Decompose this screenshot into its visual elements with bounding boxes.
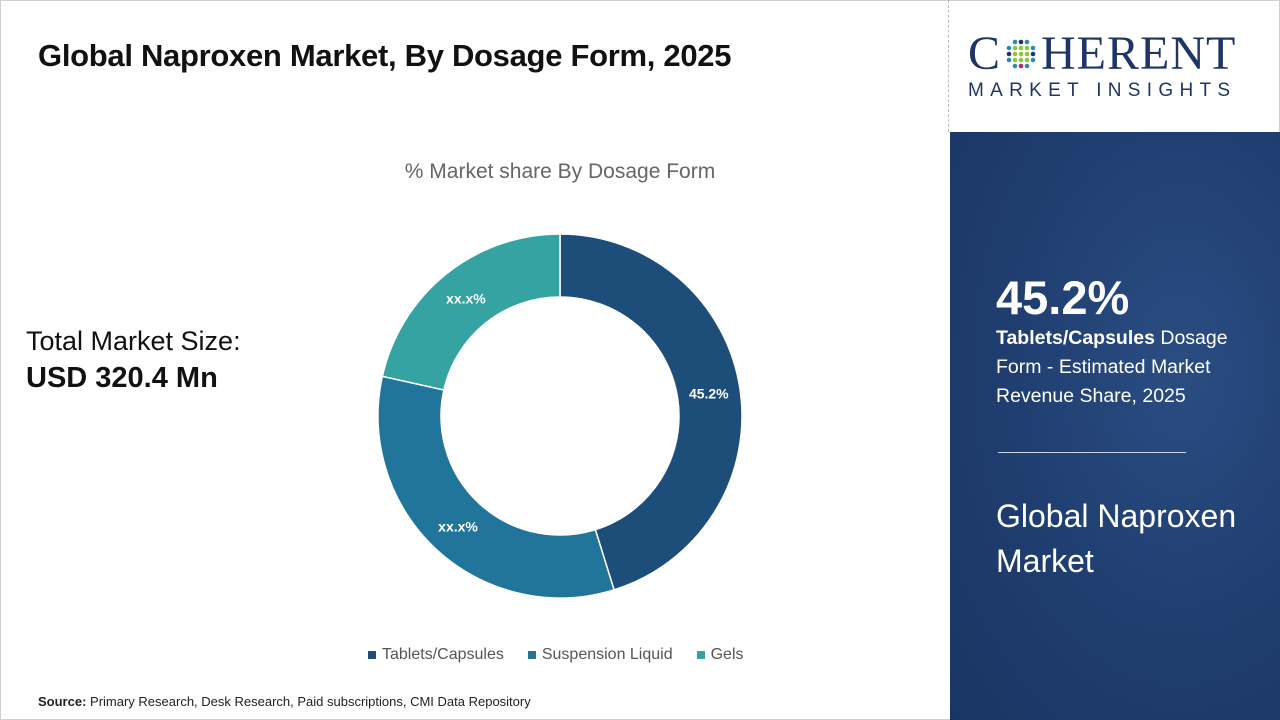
divider (948, 0, 949, 132)
legend-label: Tablets/Capsules (382, 646, 504, 663)
donut-slice-suspension-liquid (377, 375, 616, 599)
page-title: Global Naproxen Market, By Dosage Form, … (38, 38, 732, 73)
total-market-value: USD 320.4 Mn (26, 362, 218, 394)
donut-slice-tablets-capsules (559, 233, 743, 591)
total-market-label: Total Market Size: (26, 326, 241, 356)
data-label: xx.x% (438, 519, 478, 535)
legend-item-tablets: Tablets/Capsules (368, 646, 504, 664)
market-name: Global Naproxen Market (996, 498, 1237, 579)
legend-item-suspension: Suspension Liquid (527, 646, 673, 664)
logo-text: C (968, 27, 1002, 80)
kpi-value: 45.2% (996, 271, 1130, 324)
logo-text: HERENT (1041, 27, 1237, 80)
coherent-logo: C HERENT MARKET INSIGHTS (968, 30, 1268, 102)
data-label: 45.2% (689, 385, 729, 401)
logo-subtitle: MARKET INSIGHTS (968, 80, 1237, 101)
legend: Tablets/Capsules Suspension Liquid Gels (368, 646, 744, 664)
legend-swatch (696, 651, 705, 659)
legend-label: Suspension Liquid (541, 646, 673, 663)
legend-swatch (368, 651, 376, 659)
kpi-description: Tablets/Capsules Dosage Form - Estimated… (996, 324, 1256, 411)
data-label: xx.x% (446, 291, 486, 307)
panel-divider (998, 452, 1186, 453)
donut-chart: 45.2% xx.x% xx.x% (377, 233, 743, 599)
kpi-segment: Tablets/Capsules (996, 327, 1155, 349)
source-label: Source: (38, 694, 87, 709)
legend-swatch (527, 651, 536, 659)
legend-label: Gels (710, 646, 744, 663)
source-text: Primary Research, Desk Research, Paid su… (86, 694, 531, 709)
legend-item-gels: Gels (696, 646, 744, 664)
source-note: Source: Primary Research, Desk Research,… (38, 694, 531, 709)
donut-slice-gels (381, 233, 561, 391)
globe-dots-icon (1006, 39, 1036, 69)
chart-title: % Market share By Dosage Form (404, 160, 716, 183)
kpi-desc-text: Dosage Form - Estimated Market Revenue S… (996, 327, 1228, 407)
highlight-panel: 45.2% Tablets/Capsules Dosage Form - Est… (950, 132, 1280, 720)
